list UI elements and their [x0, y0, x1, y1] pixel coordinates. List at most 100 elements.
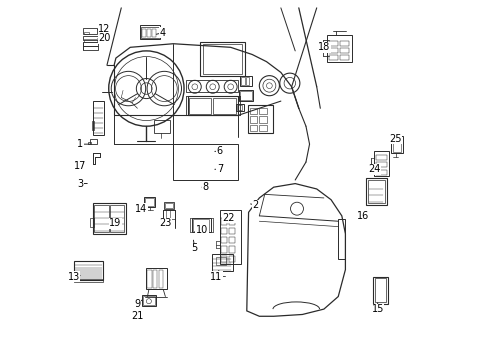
Bar: [203, 44, 243, 74]
Bar: [248, 105, 273, 134]
Bar: [83, 46, 98, 50]
Bar: [374, 151, 389, 176]
Text: 19: 19: [109, 218, 122, 228]
Bar: [229, 237, 235, 243]
Bar: [144, 197, 155, 207]
Bar: [340, 41, 349, 45]
Bar: [153, 120, 170, 134]
Bar: [376, 170, 388, 175]
Bar: [221, 256, 227, 262]
Bar: [221, 237, 227, 243]
Bar: [110, 205, 124, 232]
Bar: [329, 55, 338, 60]
Bar: [194, 219, 209, 230]
Bar: [250, 116, 257, 123]
Bar: [90, 139, 97, 144]
Bar: [340, 55, 349, 60]
Text: 1: 1: [77, 139, 83, 149]
Bar: [236, 104, 244, 111]
Bar: [375, 278, 386, 302]
Bar: [83, 42, 98, 45]
Text: 13: 13: [68, 272, 80, 282]
Text: 3: 3: [77, 179, 83, 189]
Bar: [366, 178, 387, 205]
Text: 25: 25: [390, 134, 402, 144]
Bar: [392, 136, 403, 153]
Bar: [83, 36, 98, 40]
Bar: [143, 296, 155, 305]
Bar: [166, 203, 173, 208]
Bar: [200, 42, 245, 76]
Bar: [213, 98, 236, 114]
Bar: [368, 180, 385, 203]
Bar: [190, 98, 211, 114]
Bar: [242, 77, 245, 85]
Bar: [221, 246, 227, 253]
Bar: [147, 270, 152, 288]
Text: 16: 16: [357, 211, 369, 221]
Bar: [340, 48, 349, 53]
Text: 20: 20: [98, 33, 111, 43]
Text: 4: 4: [159, 28, 166, 38]
Text: 18: 18: [318, 42, 330, 52]
Bar: [329, 41, 338, 45]
Text: 2: 2: [253, 200, 259, 210]
Bar: [74, 261, 103, 280]
Bar: [192, 218, 211, 232]
Bar: [259, 116, 267, 123]
Text: 12: 12: [98, 24, 111, 35]
Bar: [329, 48, 338, 53]
Bar: [327, 35, 352, 62]
Bar: [250, 108, 257, 114]
Bar: [88, 141, 91, 144]
Bar: [376, 155, 388, 160]
Text: 5: 5: [192, 243, 198, 253]
Bar: [220, 211, 241, 264]
Text: 17: 17: [74, 161, 86, 171]
Bar: [186, 80, 238, 92]
Bar: [147, 29, 151, 37]
Text: 6: 6: [217, 146, 223, 156]
Bar: [250, 125, 257, 131]
Bar: [221, 228, 227, 234]
Bar: [212, 253, 233, 271]
Bar: [152, 29, 156, 37]
Bar: [92, 121, 94, 130]
Bar: [221, 219, 227, 225]
Bar: [240, 91, 252, 100]
Bar: [240, 76, 252, 86]
Bar: [142, 295, 156, 306]
Bar: [164, 202, 174, 210]
Text: 22: 22: [222, 213, 235, 222]
Bar: [145, 198, 154, 206]
Bar: [93, 101, 104, 135]
Bar: [83, 28, 97, 34]
Bar: [259, 125, 267, 131]
Text: 7: 7: [217, 164, 223, 174]
Bar: [159, 270, 163, 288]
Bar: [84, 39, 97, 42]
Bar: [141, 27, 159, 38]
Bar: [229, 219, 235, 225]
Bar: [84, 32, 89, 35]
Bar: [229, 256, 235, 262]
Text: 11: 11: [210, 272, 222, 282]
Text: 15: 15: [371, 304, 384, 314]
Bar: [153, 270, 157, 288]
Text: 21: 21: [131, 311, 144, 321]
Text: 24: 24: [368, 164, 380, 174]
Bar: [245, 77, 249, 85]
Bar: [95, 205, 109, 232]
Bar: [93, 203, 125, 234]
Text: 10: 10: [196, 225, 208, 235]
Bar: [140, 26, 160, 39]
Bar: [376, 162, 388, 167]
Bar: [188, 96, 238, 116]
Bar: [237, 105, 243, 110]
Bar: [173, 144, 238, 180]
Bar: [338, 220, 345, 259]
Bar: [229, 228, 235, 234]
Bar: [373, 277, 388, 304]
Bar: [147, 268, 167, 289]
Text: 14: 14: [135, 204, 147, 214]
